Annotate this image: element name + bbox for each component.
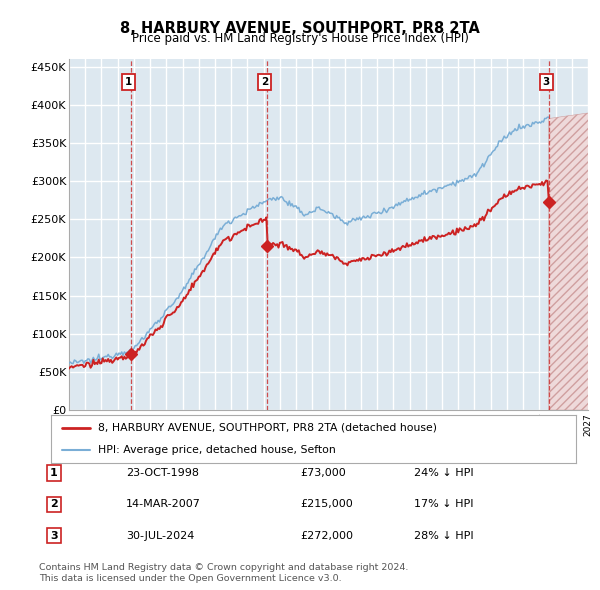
Text: 17% ↓ HPI: 17% ↓ HPI	[414, 500, 473, 509]
Text: 30-JUL-2024: 30-JUL-2024	[126, 531, 194, 540]
Text: Price paid vs. HM Land Registry's House Price Index (HPI): Price paid vs. HM Land Registry's House …	[131, 32, 469, 45]
Text: Contains HM Land Registry data © Crown copyright and database right 2024.: Contains HM Land Registry data © Crown c…	[39, 563, 409, 572]
Text: £272,000: £272,000	[300, 531, 353, 540]
Text: This data is licensed under the Open Government Licence v3.0.: This data is licensed under the Open Gov…	[39, 574, 341, 583]
Text: HPI: Average price, detached house, Sefton: HPI: Average price, detached house, Seft…	[98, 445, 336, 455]
Text: 8, HARBURY AVENUE, SOUTHPORT, PR8 2TA: 8, HARBURY AVENUE, SOUTHPORT, PR8 2TA	[120, 21, 480, 35]
Text: 28% ↓ HPI: 28% ↓ HPI	[414, 531, 473, 540]
Text: 3: 3	[542, 77, 550, 87]
Text: 3: 3	[50, 531, 58, 540]
Text: 23-OCT-1998: 23-OCT-1998	[126, 468, 199, 478]
Text: 2: 2	[261, 77, 268, 87]
Text: 2: 2	[50, 500, 58, 509]
Text: £73,000: £73,000	[300, 468, 346, 478]
Text: 24% ↓ HPI: 24% ↓ HPI	[414, 468, 473, 478]
Text: £215,000: £215,000	[300, 500, 353, 509]
Text: 1: 1	[125, 77, 132, 87]
Text: 14-MAR-2007: 14-MAR-2007	[126, 500, 201, 509]
Text: 1: 1	[50, 468, 58, 478]
Text: 8, HARBURY AVENUE, SOUTHPORT, PR8 2TA (detached house): 8, HARBURY AVENUE, SOUTHPORT, PR8 2TA (d…	[98, 423, 437, 433]
